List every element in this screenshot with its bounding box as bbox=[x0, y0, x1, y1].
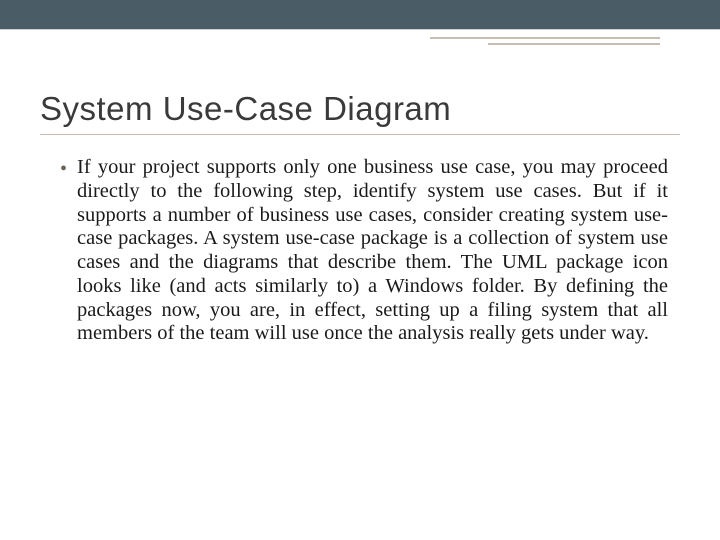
bullet-item: • If your project supports only one busi… bbox=[60, 156, 668, 346]
body-text: If your project supports only one busine… bbox=[77, 156, 668, 346]
bullet-icon: • bbox=[60, 158, 67, 181]
slide-title: System Use-Case Diagram bbox=[40, 90, 451, 128]
slide-content: • If your project supports only one busi… bbox=[60, 156, 668, 346]
title-underline bbox=[40, 134, 680, 135]
accent-lines bbox=[430, 37, 660, 45]
top-bar bbox=[0, 0, 720, 30]
